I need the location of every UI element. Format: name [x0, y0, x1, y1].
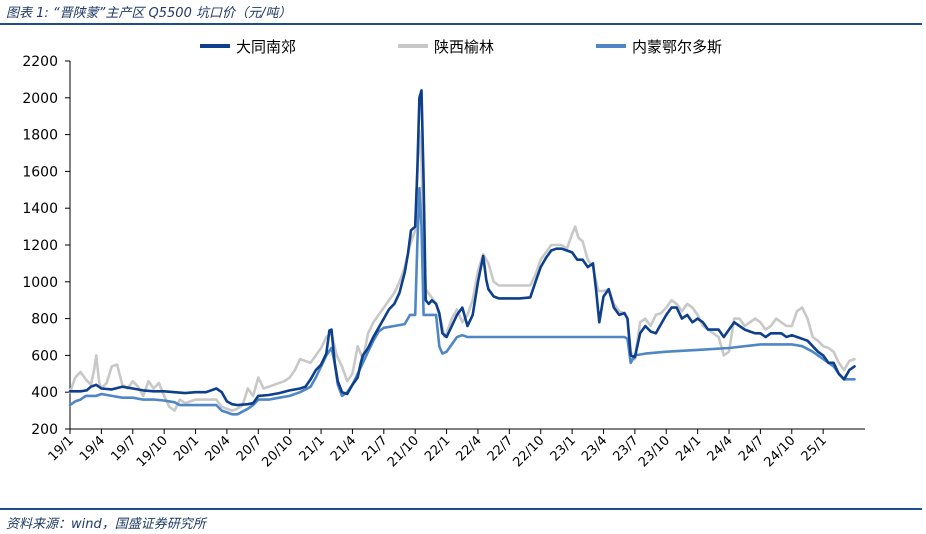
x-tick-label: 23/1	[548, 433, 579, 464]
series-line	[68, 89, 856, 407]
x-tick-label: 21/1	[297, 433, 328, 464]
top-rule	[0, 23, 922, 25]
x-tick-label: 20/4	[202, 433, 233, 464]
x-tick-label: 22/1	[422, 433, 453, 464]
y-tick-label: 2200	[22, 54, 58, 70]
figure-title: 图表 1: “晋陕蒙”主产区 Q5500 坑口价（元/吨）	[6, 6, 292, 21]
plot-area	[68, 89, 856, 416]
y-tick-label: 600	[31, 348, 58, 364]
x-tick-label: 21/10	[385, 433, 422, 470]
x-tick-label: 22/10	[510, 433, 547, 470]
line-chart: 大同南郊 陕西榆林 内蒙鄂尔多斯 200 400 600 800 1000 1200 1400 1…	[22, 38, 865, 470]
y-tick-label: 800	[31, 312, 58, 328]
y-tick-label: 1200	[22, 238, 58, 254]
x-tick-label: 23/4	[579, 433, 610, 464]
legend: 大同南郊 陕西榆林 内蒙鄂尔多斯	[200, 38, 722, 56]
x-tick-label: 20/1	[171, 433, 202, 464]
x-tick-label: 21/4	[328, 433, 359, 464]
bottom-rule	[0, 508, 922, 510]
y-tick-label: 1600	[22, 164, 58, 180]
x-tick-label: 24/4	[705, 433, 736, 464]
x-tick-label: 19/4	[77, 433, 108, 464]
x-tick-label: 22/4	[454, 433, 485, 464]
y-tick-label: 2000	[22, 91, 58, 107]
x-tick-label: 23/10	[636, 433, 673, 470]
x-tick-label: 25/1	[799, 433, 830, 464]
legend-label: 陕西榆林	[434, 38, 494, 56]
y-tick-label: 1400	[22, 201, 58, 217]
legend-label: 内蒙鄂尔多斯	[632, 38, 722, 56]
x-axis: 19/1 19/4 19/719/10 20/1 20/4 20/720/10 21/1 21…	[46, 428, 865, 470]
x-tick-label: 19/10	[134, 433, 171, 470]
x-tick-label: 24/1	[673, 433, 704, 464]
y-tick-label: 1000	[22, 275, 58, 291]
x-tick-label: 20/10	[259, 433, 296, 470]
y-tick-label: 1800	[22, 128, 58, 144]
series-line	[68, 186, 856, 416]
x-tick-label: 24/10	[762, 433, 799, 470]
y-tick-label: 400	[31, 385, 58, 401]
legend-label: 大同南郊	[236, 38, 296, 56]
y-axis: 200 400 600 800 1000 1200 1400 1600 1800 2000 2200	[22, 54, 71, 438]
y-tick-label: 200	[31, 422, 58, 438]
series-line	[68, 129, 856, 412]
source-note: 资料来源：wind，国盛证券研究所	[6, 517, 206, 532]
